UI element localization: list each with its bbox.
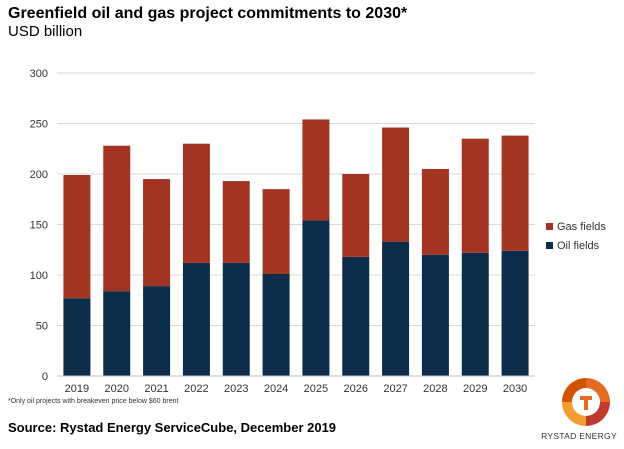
x-axis-ticks: 2019 2020 2021 2022 2023 2024 2025 2026 2027 2028…	[57, 375, 535, 395]
bar-gas-fields-2022	[182, 143, 210, 263]
legend-label-gas-fields: Gas fields	[557, 221, 606, 233]
bar-oil-fields-2030	[501, 250, 529, 376]
bar-oil-fields-2022	[182, 262, 210, 376]
bar-gas-fields-2025	[302, 119, 330, 221]
bar-gas-fields-2019	[63, 175, 91, 299]
y-tick-label: 150	[30, 220, 48, 232]
y-tick-label: 250	[30, 119, 48, 131]
source-note: Source: Rystad Energy ServiceCube, Decem…	[8, 420, 337, 435]
x-tick-label: 2024	[264, 383, 288, 395]
legend-swatch-oil-fields	[546, 242, 553, 249]
bar-oil-fields-2029	[461, 252, 489, 376]
bar-gas-fields-2027	[382, 127, 410, 242]
y-tick-label: 100	[30, 270, 48, 282]
y-tick-label: 0	[42, 371, 48, 383]
legend: Gas fields Oil fields	[546, 221, 606, 252]
x-tick-label: 2022	[184, 383, 208, 395]
bar-oil-fields-2020	[103, 291, 131, 376]
x-tick-label: 2026	[344, 383, 368, 395]
bar-oil-fields-2026	[342, 256, 370, 376]
legend-label-oil-fields: Oil fields	[557, 240, 600, 252]
bar-oil-fields-2021	[143, 286, 171, 376]
x-tick-label: 2021	[144, 383, 168, 395]
bar-gas-fields-2028	[421, 168, 449, 255]
x-tick-label: 2029	[463, 383, 487, 395]
chart-subtitle: USD billion	[8, 23, 83, 40]
y-tick-label: 300	[30, 68, 48, 80]
bar-gas-fields-2030	[501, 135, 529, 251]
bar-gas-fields-2024	[262, 189, 290, 274]
bar-oil-fields-2024	[262, 273, 290, 376]
x-tick-label: 2020	[105, 383, 129, 395]
brand-name: RYSTAD ENERGY	[541, 431, 617, 441]
bar-gas-fields-2020	[103, 145, 131, 292]
x-tick-label: 2023	[224, 383, 248, 395]
legend-swatch-gas-fields	[546, 223, 553, 230]
footnote: *Only oil projects with breakeven price …	[8, 398, 179, 405]
bar-oil-fields-2019	[63, 298, 91, 376]
bar-oil-fields-2023	[222, 262, 250, 376]
y-axis-ticks: 0 50 100 150 200 250 300	[30, 68, 48, 383]
bar-gas-fields-2023	[222, 181, 250, 263]
bar-gas-fields-2021	[143, 179, 171, 287]
bar-gas-fields-2029	[461, 138, 489, 253]
bar-oil-fields-2027	[382, 241, 410, 376]
chart-title: Greenfield oil and gas project commitmen…	[8, 5, 408, 22]
x-tick-label: 2019	[65, 383, 89, 395]
x-tick-label: 2030	[503, 383, 527, 395]
bar-gas-fields-2026	[342, 174, 370, 257]
y-tick-label: 200	[30, 169, 48, 181]
rystad-logo-icon	[548, 372, 624, 444]
x-tick-label: 2027	[383, 383, 407, 395]
x-tick-label: 2028	[423, 383, 447, 395]
gridlines	[57, 72, 535, 326]
bar-oil-fields-2025	[302, 220, 330, 376]
y-tick-label: 50	[36, 321, 48, 333]
bars	[63, 119, 529, 376]
x-tick-label: 2025	[304, 383, 328, 395]
bar-oil-fields-2028	[421, 254, 449, 376]
